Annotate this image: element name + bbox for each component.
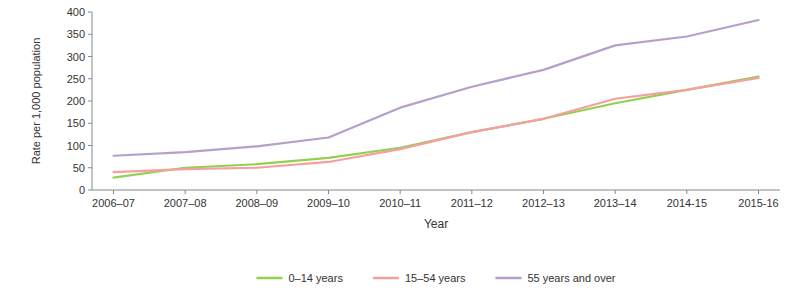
chart: 0 50 100 150 200 250 300 350 400 2006–07 2007–08 20… bbox=[0, 0, 800, 296]
y-tick-label: 250 bbox=[67, 73, 85, 85]
y-tick-label: 200 bbox=[67, 95, 85, 107]
legend-label: 15–54 years bbox=[405, 272, 466, 284]
y-tick-label: 50 bbox=[73, 162, 85, 174]
y-tick-label: 100 bbox=[67, 140, 85, 152]
legend-swatch bbox=[373, 277, 399, 280]
legend-swatch bbox=[495, 277, 521, 280]
x-tick bbox=[615, 190, 616, 194]
y-tick-label: 350 bbox=[67, 28, 85, 40]
y-tick bbox=[88, 167, 92, 168]
y-tick-label: 0 bbox=[79, 184, 85, 196]
x-tick-label: 2015-16 bbox=[738, 197, 778, 209]
x-tick-label: 2014-15 bbox=[667, 197, 707, 209]
y-tick bbox=[88, 78, 92, 79]
x-tick-label: 2007–08 bbox=[164, 197, 207, 209]
x-tick-label: 2011–12 bbox=[451, 197, 493, 209]
x-tick-label: 2008–09 bbox=[235, 197, 278, 209]
x-tick bbox=[256, 190, 257, 194]
legend-item: 0–14 years bbox=[256, 272, 343, 284]
legend-swatch bbox=[256, 277, 282, 280]
x-tick bbox=[185, 190, 186, 194]
y-axis-label: Rate per 1,000 population bbox=[30, 38, 42, 165]
y-tick bbox=[88, 145, 92, 146]
x-tick bbox=[113, 190, 114, 194]
y-tick bbox=[88, 34, 92, 35]
legend-item: 55 years and over bbox=[495, 272, 615, 284]
x-tick bbox=[471, 190, 472, 194]
y-tick-label: 150 bbox=[67, 117, 85, 129]
x-tick bbox=[758, 190, 759, 194]
y-tick-label: 300 bbox=[67, 51, 85, 63]
y-tick bbox=[88, 12, 92, 13]
y-tick bbox=[88, 123, 92, 124]
x-tick bbox=[686, 190, 687, 194]
series-line bbox=[114, 20, 759, 156]
y-tick bbox=[88, 190, 92, 191]
y-tick bbox=[88, 101, 92, 102]
legend-label: 0–14 years bbox=[288, 272, 343, 284]
plot-area bbox=[114, 20, 759, 178]
x-tick bbox=[543, 190, 544, 194]
legend-label: 55 years and over bbox=[527, 272, 615, 284]
legend-item: 15–54 years bbox=[373, 272, 466, 284]
x-tick-label: 2013–14 bbox=[594, 197, 637, 209]
series-line bbox=[114, 78, 759, 172]
x-tick-label: 2010–11 bbox=[379, 197, 421, 209]
x-tick-label: 2006–07 bbox=[92, 197, 135, 209]
x-axis-label: Year bbox=[424, 217, 448, 231]
y-tick-label: 400 bbox=[67, 6, 85, 18]
y-tick bbox=[88, 56, 92, 57]
x-tick bbox=[328, 190, 329, 194]
x-tick bbox=[400, 190, 401, 194]
series-line bbox=[114, 77, 759, 178]
legend: 0–14 years 15–54 years 55 years and over bbox=[256, 272, 615, 284]
x-tick-label: 2009–10 bbox=[307, 197, 350, 209]
x-tick-label: 2012–13 bbox=[522, 197, 565, 209]
x-axis-line bbox=[92, 190, 780, 191]
